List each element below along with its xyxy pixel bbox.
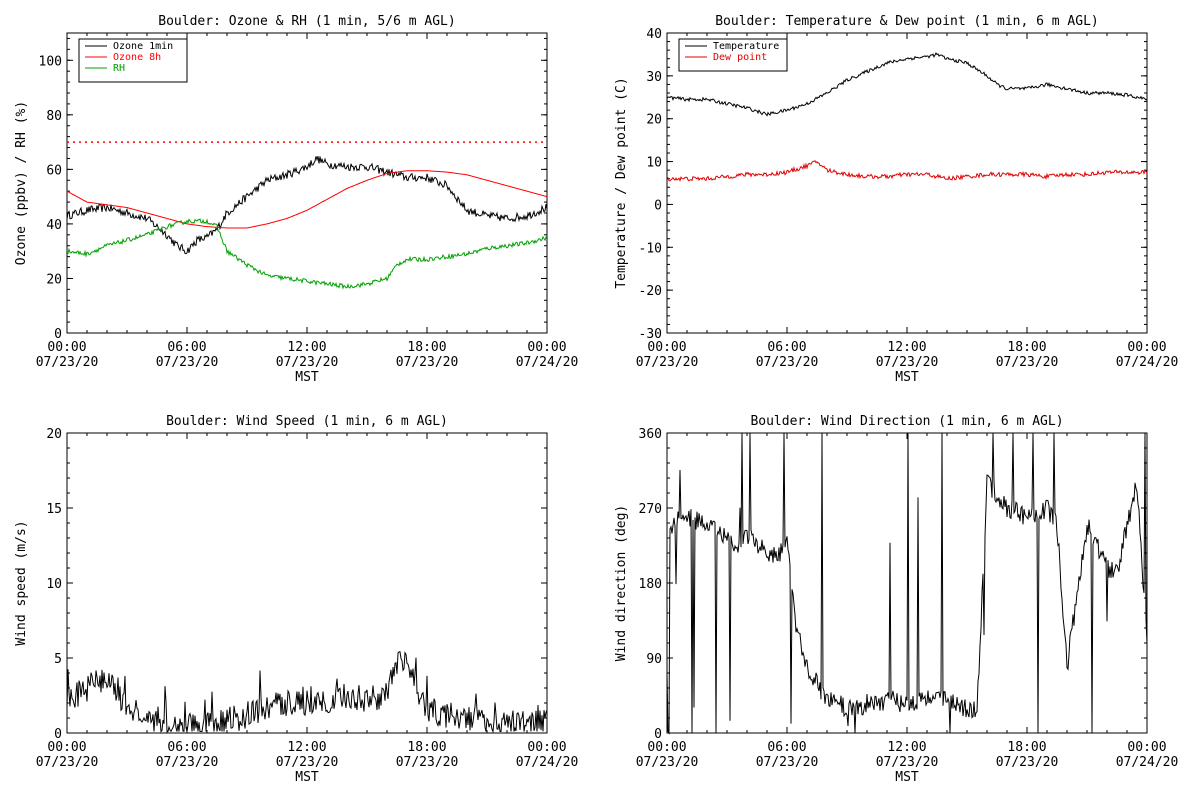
y-tick-label: 10 (646, 156, 662, 171)
x-tick-time: 12:00 (887, 740, 926, 755)
legend-label: Ozone 8h (113, 52, 161, 63)
x-tick-time: 00:00 (47, 340, 86, 355)
y-tick-label: 0 (654, 198, 662, 213)
x-tick-date: 07/23/20 (756, 355, 819, 370)
x-tick-date: 07/23/20 (876, 355, 939, 370)
y-tick-label: 40 (46, 218, 62, 233)
x-tick-time: 18:00 (407, 340, 446, 355)
x-tick-date: 07/24/20 (1116, 355, 1179, 370)
x-tick-date: 07/23/20 (636, 355, 699, 370)
y-tick-label: 360 (639, 427, 662, 442)
x-tick-date: 07/24/20 (1116, 755, 1179, 770)
y-tick-label: 90 (646, 652, 662, 667)
series-line-main (666, 432, 1148, 735)
x-tick-time: 12:00 (287, 340, 326, 355)
x-tick-date: 07/23/20 (276, 755, 339, 770)
y-tick-label: 0 (54, 727, 62, 742)
chart-title: Boulder: Wind Speed (1 min, 6 m AGL) (166, 414, 448, 429)
legend-label: Temperature (713, 41, 779, 52)
series-line-main (66, 651, 548, 734)
y-tick-label: 5 (54, 652, 62, 667)
y-tick-label: -20 (639, 284, 662, 299)
y-axis-label: Ozone (ppbv) / RH (%) (14, 101, 29, 265)
x-tick-date: 07/23/20 (156, 755, 219, 770)
y-tick-label: 20 (46, 272, 62, 287)
x-tick-time: 12:00 (287, 740, 326, 755)
y-tick-label: 30 (646, 70, 662, 85)
series-line-ozone-8h (66, 170, 548, 229)
x-axis-label: MST (295, 370, 319, 385)
x-tick-date: 07/23/20 (636, 755, 699, 770)
x-tick-date: 07/23/20 (36, 755, 99, 770)
x-tick-time: 12:00 (887, 340, 926, 355)
x-tick-date: 07/23/20 (756, 755, 819, 770)
y-tick-label: 0 (654, 727, 662, 742)
x-tick-date: 07/23/20 (996, 755, 1059, 770)
y-tick-label: 100 (39, 54, 62, 69)
legend-label: Ozone 1min (113, 41, 173, 52)
x-tick-time: 18:00 (1007, 740, 1046, 755)
y-axis-label: Wind direction (deg) (614, 505, 629, 662)
chart-panel-wind_dir: Boulder: Wind Direction (1 min, 6 m AGL)… (614, 414, 1178, 785)
x-tick-date: 07/23/20 (396, 755, 459, 770)
series-line-dew-point (666, 160, 1148, 182)
y-tick-label: 15 (46, 502, 62, 517)
y-tick-label: 20 (46, 427, 62, 442)
x-tick-time: 00:00 (527, 740, 566, 755)
y-tick-label: 80 (46, 109, 62, 124)
y-axis-label: Wind speed (m/s) (14, 520, 29, 645)
x-tick-time: 06:00 (167, 740, 206, 755)
x-tick-time: 18:00 (1007, 340, 1046, 355)
chart-panel-wind_speed: Boulder: Wind Speed (1 min, 6 m AGL) 0 5 10… (14, 414, 578, 785)
chart-panel-temp_dew: Boulder: Temperature & Dew point (1 min,… (614, 14, 1178, 385)
legend-box (678, 38, 788, 72)
x-axis-label: MST (895, 370, 919, 385)
series-line-temperature (666, 51, 1148, 117)
chart-panel-ozone_rh: Boulder: Ozone & RH (1 min, 5/6 m AGL) 0 2… (14, 14, 578, 385)
x-tick-time: 00:00 (1127, 740, 1166, 755)
y-tick-label: 60 (46, 163, 62, 178)
x-tick-time: 06:00 (167, 340, 206, 355)
series-line-ozone-1min (66, 155, 548, 255)
y-tick-label: 20 (646, 113, 662, 128)
chart-title: Boulder: Wind Direction (1 min, 6 m AGL) (750, 414, 1063, 429)
y-tick-label: -10 (639, 241, 662, 256)
x-tick-time: 00:00 (647, 740, 686, 755)
legend-label: Dew point (713, 52, 767, 63)
x-tick-date: 07/23/20 (996, 355, 1059, 370)
x-tick-time: 06:00 (767, 740, 806, 755)
x-tick-time: 06:00 (767, 340, 806, 355)
y-tick-label: 10 (46, 577, 62, 592)
y-tick-label: 270 (639, 502, 662, 517)
x-tick-date: 07/23/20 (156, 355, 219, 370)
x-tick-time: 00:00 (1127, 340, 1166, 355)
chart-title: Boulder: Ozone & RH (1 min, 5/6 m AGL) (158, 14, 455, 29)
x-tick-date: 07/23/20 (396, 355, 459, 370)
legend-label: RH (113, 63, 125, 74)
chart-title: Boulder: Temperature & Dew point (1 min,… (715, 14, 1099, 29)
y-axis-label: Temperature / Dew point (C) (614, 77, 629, 288)
x-axis-label: MST (895, 770, 919, 785)
x-axis-label: MST (295, 770, 319, 785)
y-tick-label: 0 (54, 327, 62, 342)
plot-frame (666, 32, 1148, 334)
x-tick-time: 00:00 (647, 340, 686, 355)
x-tick-time: 18:00 (407, 740, 446, 755)
y-tick-label: 180 (639, 577, 662, 592)
series-line-rh (66, 218, 548, 290)
x-tick-time: 00:00 (527, 340, 566, 355)
x-tick-date: 07/24/20 (516, 355, 579, 370)
y-tick-label: 40 (646, 27, 662, 42)
y-tick-label: -30 (639, 327, 662, 342)
x-tick-date: 07/23/20 (876, 755, 939, 770)
x-tick-date: 07/23/20 (276, 355, 339, 370)
x-tick-time: 00:00 (47, 740, 86, 755)
x-tick-date: 07/24/20 (516, 755, 579, 770)
plot-frame (66, 432, 548, 734)
x-tick-date: 07/23/20 (36, 355, 99, 370)
